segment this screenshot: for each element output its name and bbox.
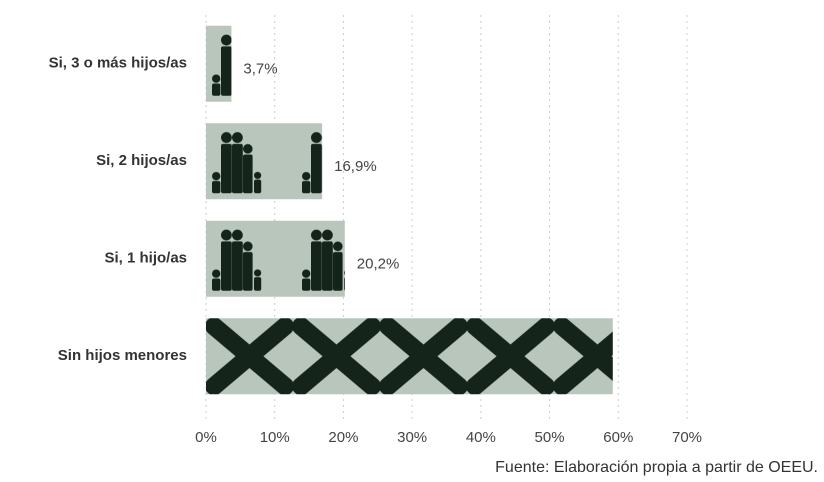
x-tick-label: 50% <box>535 429 565 446</box>
y-tick-label: Si, 1 hijo/as <box>104 250 187 267</box>
y-tick-label: Sin hijos menores <box>58 347 187 364</box>
y-tick-label: Si, 2 hijos/as <box>96 152 187 169</box>
value-label: 3,7% <box>243 61 277 78</box>
x-tick-label: 30% <box>397 429 427 446</box>
source-note: Fuente: Elaboración propia a partir de O… <box>495 459 818 476</box>
bar <box>206 220 345 297</box>
bar <box>206 25 232 102</box>
x-tick-label: 60% <box>603 429 633 446</box>
bar <box>206 123 323 200</box>
value-label: 16,9% <box>334 158 377 175</box>
x-tick-label: 10% <box>260 429 290 446</box>
x-tick-label: 0% <box>195 429 217 446</box>
value-label: 20,2% <box>357 256 400 273</box>
x-tick-label: 70% <box>672 429 702 446</box>
bar <box>206 318 613 395</box>
x-tick-label: 20% <box>328 429 358 446</box>
y-tick-label: Si, 3 o más hijos/as <box>49 55 187 72</box>
x-tick-label: 40% <box>466 429 496 446</box>
